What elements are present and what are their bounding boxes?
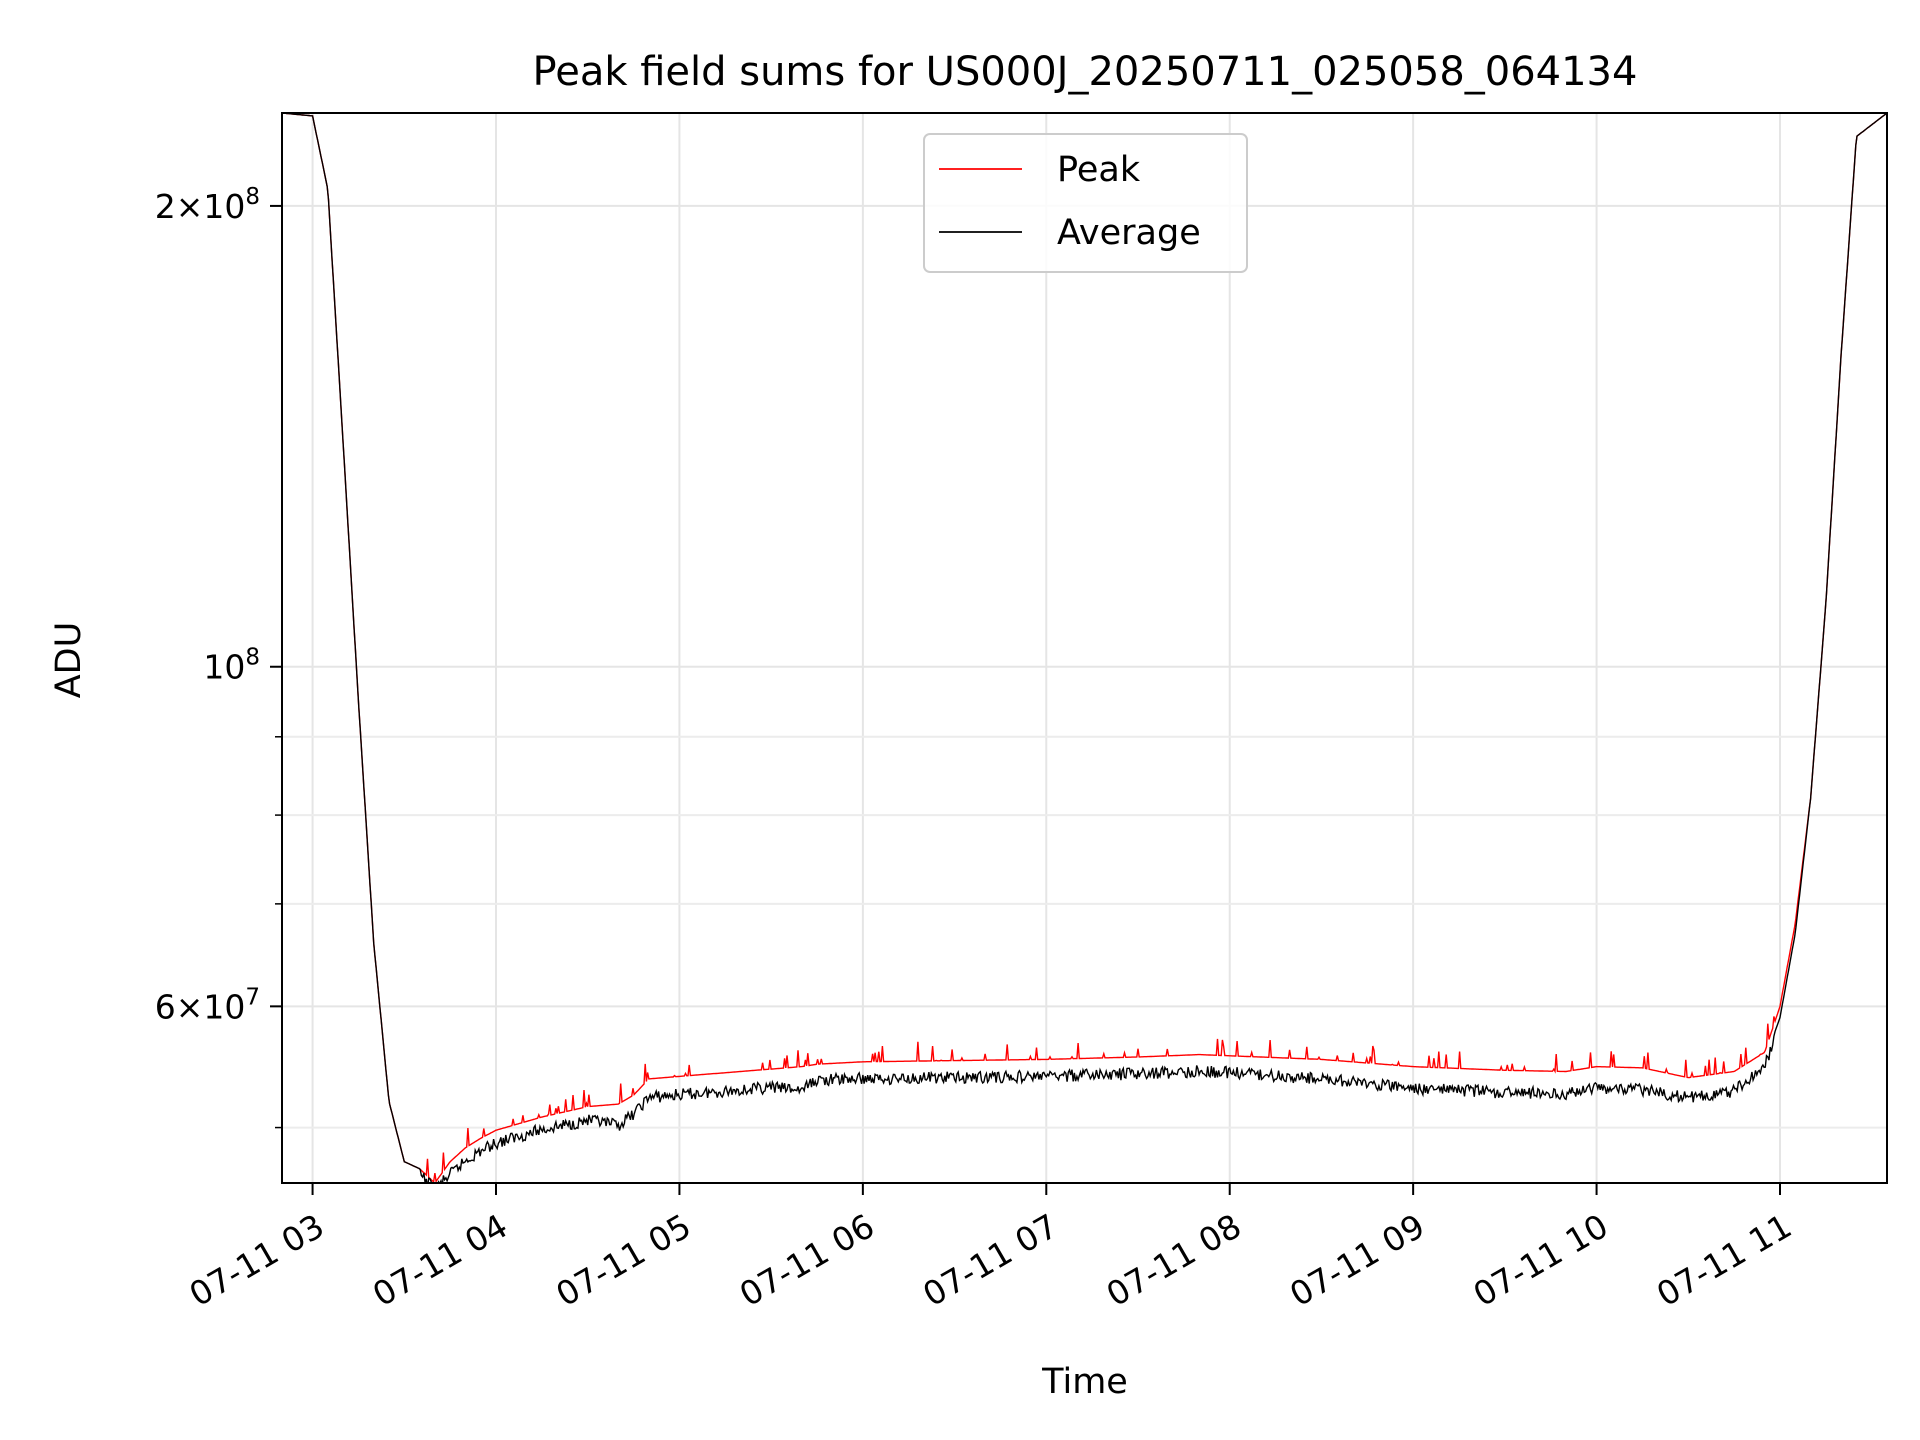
legend: Peak Average: [923, 133, 1248, 273]
y-tick-label: 2×108: [155, 184, 260, 226]
series-layer: [282, 113, 1887, 1183]
x-axis-label: Time: [1041, 1362, 1128, 1402]
plot-frame: [281, 112, 1888, 1184]
y-axis-label: ADU: [49, 622, 89, 699]
legend-label-average: Average: [1057, 213, 1201, 253]
y-tick-label: 108: [203, 645, 260, 687]
legend-label-peak: Peak: [1057, 150, 1141, 190]
y-tick-label: 6×107: [155, 984, 260, 1026]
series-line-average: [282, 113, 1887, 1183]
y-axis: 2×108 108 6×107: [155, 184, 282, 1129]
series-line-peak: [282, 113, 1887, 1183]
chart-title: Peak field sums for US000J_20250711_0250…: [533, 49, 1638, 95]
